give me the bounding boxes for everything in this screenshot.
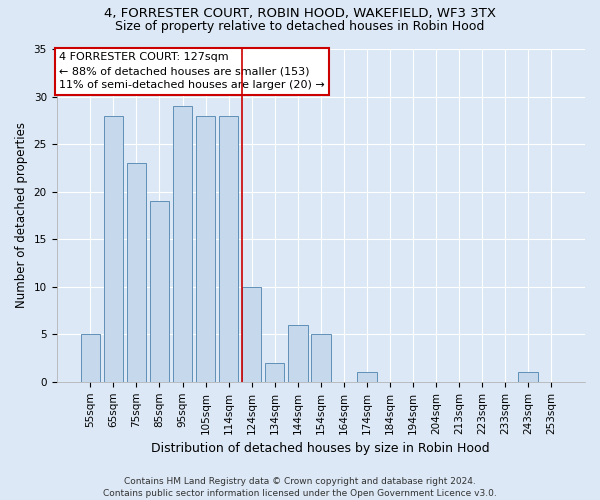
Bar <box>127 163 146 382</box>
Bar <box>80 334 100 382</box>
X-axis label: Distribution of detached houses by size in Robin Hood: Distribution of detached houses by size … <box>151 442 490 455</box>
Bar <box>357 372 377 382</box>
Text: 4 FORRESTER COURT: 127sqm
← 88% of detached houses are smaller (153)
11% of semi: 4 FORRESTER COURT: 127sqm ← 88% of detac… <box>59 52 325 90</box>
Text: 4, FORRESTER COURT, ROBIN HOOD, WAKEFIELD, WF3 3TX: 4, FORRESTER COURT, ROBIN HOOD, WAKEFIEL… <box>104 8 496 20</box>
Bar <box>104 116 123 382</box>
Bar <box>288 325 308 382</box>
Bar <box>196 116 215 382</box>
Bar <box>219 116 238 382</box>
Text: Size of property relative to detached houses in Robin Hood: Size of property relative to detached ho… <box>115 20 485 33</box>
Bar <box>149 201 169 382</box>
Bar <box>173 106 193 382</box>
Y-axis label: Number of detached properties: Number of detached properties <box>15 122 28 308</box>
Bar <box>518 372 538 382</box>
Text: Contains HM Land Registry data © Crown copyright and database right 2024.
Contai: Contains HM Land Registry data © Crown c… <box>103 476 497 498</box>
Bar <box>265 363 284 382</box>
Bar <box>242 286 262 382</box>
Bar <box>311 334 331 382</box>
